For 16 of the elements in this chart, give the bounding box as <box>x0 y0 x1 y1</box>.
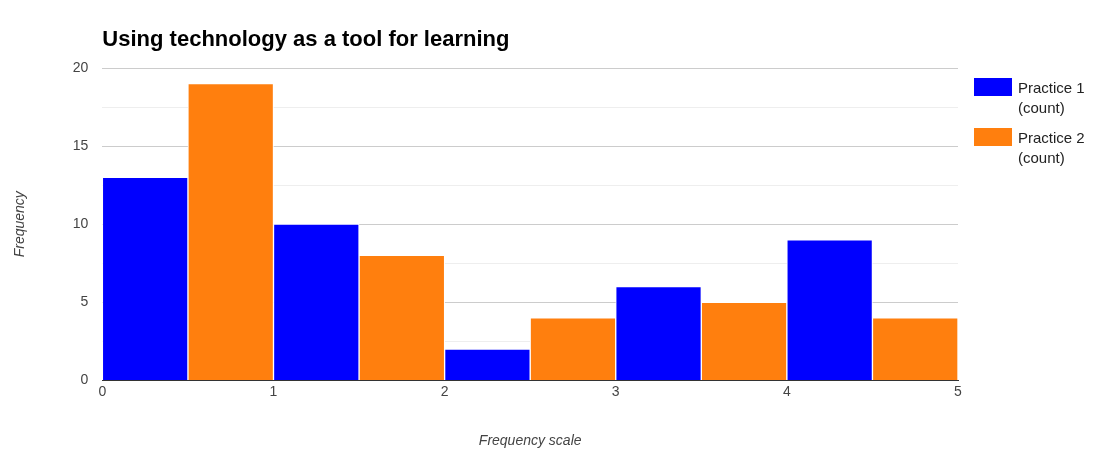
y-tick-label: 5 <box>80 293 89 310</box>
x-tick-label: 4 <box>782 382 791 399</box>
x-tick-label: 1 <box>269 382 278 399</box>
x-tick-label: 3 <box>611 382 620 399</box>
x-tick-label: 2 <box>440 382 449 399</box>
chart-title: Using technology as a tool for learning <box>102 26 510 51</box>
y-tick-label: 20 <box>72 58 89 75</box>
x-tick-label: 0 <box>98 382 107 399</box>
x-axis-title: Frequency scale <box>478 432 582 449</box>
y-axis-title: Frequency <box>11 190 28 258</box>
y-tick-label: 10 <box>72 215 89 232</box>
y-tick-label: 0 <box>80 371 89 388</box>
legend-label: Practice 2 (count) <box>1018 128 1086 168</box>
x-tick-label: 5 <box>954 382 963 399</box>
legend-label: Practice 1 (count) <box>1018 78 1086 118</box>
y-tick-label: 15 <box>72 136 89 153</box>
